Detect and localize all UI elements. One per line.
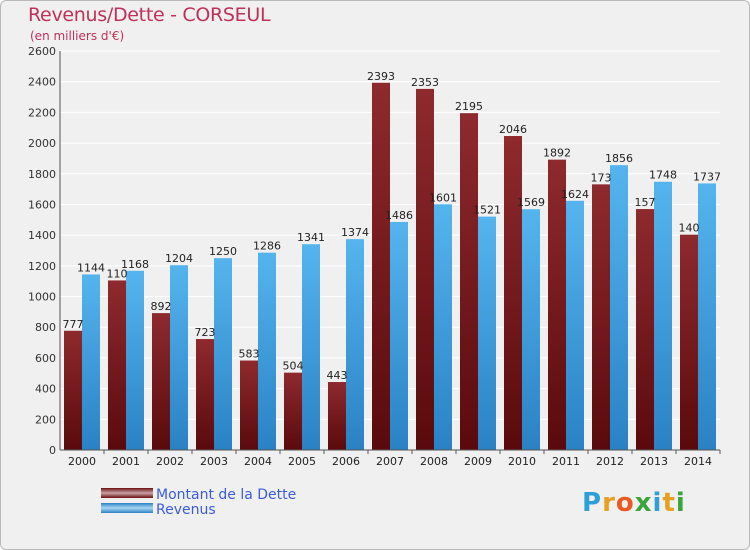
y-tick-label: 200	[35, 413, 56, 426]
bar-debt	[152, 313, 170, 450]
data-label-revenue: 1856	[605, 152, 633, 165]
data-label-debt: 723	[195, 326, 216, 339]
data-label-revenue: 1374	[341, 226, 369, 239]
bar-revenue	[654, 181, 672, 450]
data-label-revenue: 1737	[693, 170, 721, 183]
x-tick-label: 2011	[552, 455, 580, 468]
y-tick-label: 400	[35, 383, 56, 396]
data-label-debt: 443	[327, 369, 348, 382]
bar-debt	[460, 113, 478, 451]
bar-revenue	[522, 209, 540, 450]
x-tick-label: 2008	[420, 455, 448, 468]
y-tick-label: 2000	[28, 137, 56, 150]
x-tick-label: 2000	[68, 455, 96, 468]
bar-debt	[284, 372, 302, 450]
x-tick-label: 2003	[200, 455, 228, 468]
bar-debt	[680, 234, 698, 450]
y-tick-label: 800	[35, 321, 56, 334]
x-tick-label: 2001	[112, 455, 140, 468]
y-tick-label: 1200	[28, 260, 56, 273]
y-tick-label: 1000	[28, 291, 56, 304]
bar-revenue	[698, 183, 716, 450]
y-tick-label: 1600	[28, 198, 56, 211]
bar-debt	[548, 159, 566, 451]
bar-revenue	[170, 265, 188, 450]
bar-revenue	[390, 221, 408, 450]
data-label-revenue: 1341	[297, 231, 325, 244]
chart-subtitle: (en milliers d'€)	[30, 29, 125, 43]
y-tick-label: 1400	[28, 229, 56, 242]
data-label-debt: 892	[151, 300, 172, 313]
x-tick-label: 2014	[684, 455, 712, 468]
data-label-revenue: 1601	[429, 191, 457, 204]
bar-debt	[64, 330, 82, 450]
data-label-debt: 173	[591, 171, 612, 184]
bar-debt	[240, 360, 258, 450]
data-label-debt: 110	[107, 267, 128, 280]
x-tick-label: 2010	[508, 455, 536, 468]
x-tick-label: 2007	[376, 455, 404, 468]
x-tick-label: 2004	[244, 455, 272, 468]
chart-title: Revenus/Dette - CORSEUL	[28, 4, 271, 26]
data-label-revenue: 1748	[649, 169, 677, 182]
x-tick-label: 2006	[332, 455, 360, 468]
data-label-debt: 2046	[499, 123, 527, 136]
bar-debt	[416, 88, 434, 450]
data-label-revenue: 1521	[473, 204, 501, 217]
data-label-debt: 2195	[455, 100, 483, 113]
bar-debt	[328, 382, 346, 450]
x-tick-label: 2005	[288, 455, 316, 468]
data-label-debt: 2393	[367, 70, 395, 83]
bar-revenue	[610, 165, 628, 450]
bar-revenue	[214, 258, 232, 450]
data-label-revenue: 1168	[121, 258, 149, 271]
bar-revenue	[126, 270, 144, 450]
bar-debt	[372, 82, 390, 450]
bar-revenue	[346, 239, 364, 450]
data-label-debt: 140	[679, 222, 700, 235]
data-label-revenue: 1624	[561, 188, 589, 201]
data-label-debt: 583	[239, 348, 260, 361]
legend-swatch-revenue	[101, 503, 153, 513]
data-label-debt: 504	[283, 360, 304, 373]
bar-revenue	[302, 244, 320, 450]
data-label-revenue: 1204	[165, 252, 193, 265]
bar-debt	[108, 280, 126, 450]
data-label-revenue: 1286	[253, 240, 281, 253]
data-label-revenue: 1486	[385, 209, 413, 222]
bar-revenue	[566, 200, 584, 450]
data-label-revenue: 1569	[517, 196, 545, 209]
bar-debt	[504, 136, 522, 450]
legend-label-debt: Montant de la Dette	[156, 487, 296, 503]
data-label-debt: 1892	[543, 147, 571, 160]
legend-label-revenue: Revenus	[156, 502, 216, 518]
y-tick-label: 2200	[28, 106, 56, 119]
data-label-debt: 777	[63, 318, 84, 331]
bar-revenue	[478, 216, 496, 450]
x-tick-label: 2002	[156, 455, 184, 468]
bar-debt	[592, 184, 610, 450]
data-label-debt: 157	[635, 196, 656, 209]
y-tick-label: 1800	[28, 168, 56, 181]
bar-revenue	[82, 274, 100, 450]
x-tick-label: 2009	[464, 455, 492, 468]
y-tick-label: 600	[35, 352, 56, 365]
y-tick-label: 2400	[28, 76, 56, 89]
bar-debt	[196, 339, 214, 450]
y-tick-label: 0	[49, 444, 56, 457]
x-tick-label: 2012	[596, 455, 624, 468]
legend-swatch-debt	[101, 488, 153, 498]
data-label-debt: 2353	[411, 76, 439, 89]
x-tick-label: 2013	[640, 455, 668, 468]
data-label-revenue: 1144	[77, 261, 105, 274]
bar-revenue	[258, 252, 276, 450]
y-tick-label: 2600	[28, 45, 56, 58]
proxiti-logo: Proxiti	[582, 488, 686, 518]
bar-debt	[636, 209, 654, 450]
data-label-revenue: 1250	[209, 245, 237, 258]
bar-revenue	[434, 204, 452, 450]
